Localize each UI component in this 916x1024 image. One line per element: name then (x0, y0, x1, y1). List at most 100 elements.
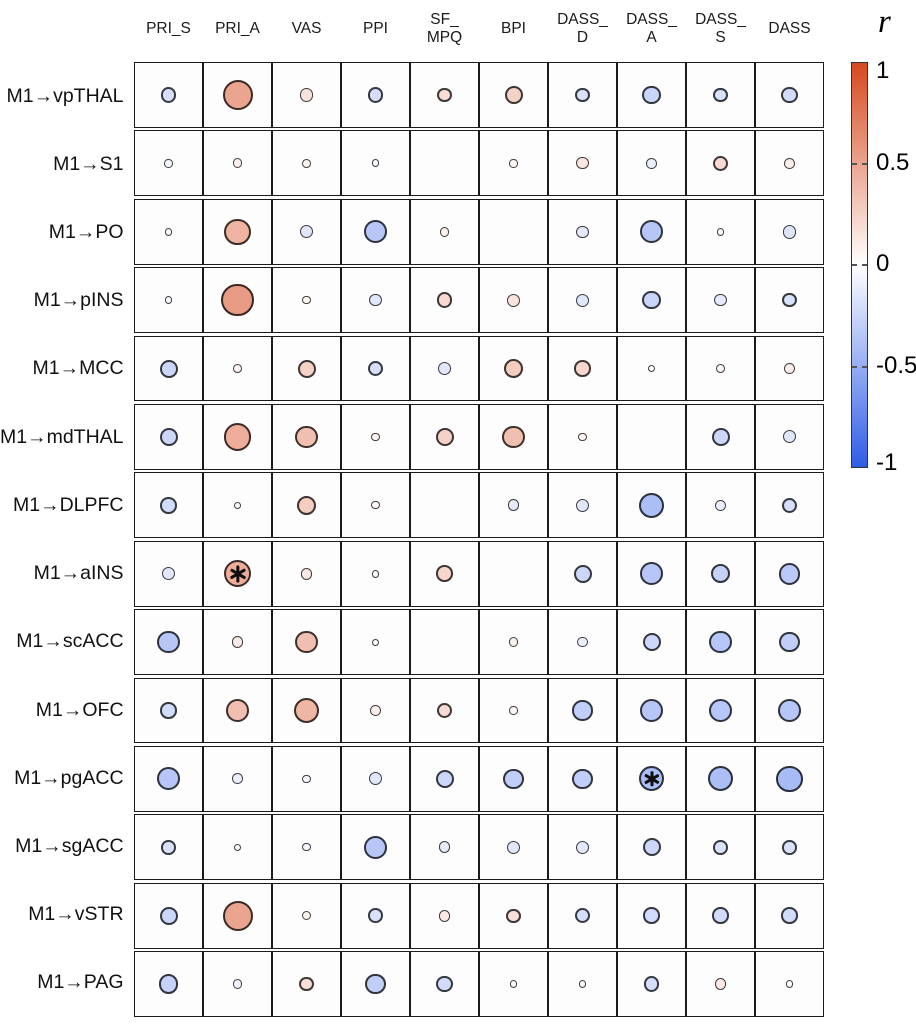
matrix-cell (548, 267, 617, 334)
matrix-cell (203, 951, 272, 1017)
correlation-circle (371, 569, 380, 578)
correlation-circle (776, 765, 803, 792)
matrix-cell (410, 198, 479, 265)
correlation-circle (575, 498, 590, 512)
correlation-circle (157, 767, 180, 791)
correlation-circle (233, 843, 242, 851)
matrix-cell (134, 403, 203, 470)
correlation-circle (647, 364, 656, 373)
correlation-circle (575, 293, 590, 307)
matrix-cell (686, 335, 755, 402)
matrix-cell (410, 951, 479, 1017)
matrix-cell (755, 814, 824, 881)
matrix-cell (203, 403, 272, 470)
matrix-cell (203, 267, 272, 334)
matrix-cell (548, 130, 617, 197)
matrix-cell (617, 745, 686, 812)
matrix-cell (134, 198, 203, 265)
correlation-circle (367, 360, 384, 377)
matrix-cell (272, 335, 341, 402)
row-label: M1→vpTHAL (6, 84, 124, 107)
correlation-circle (302, 295, 311, 305)
correlation-circle (714, 294, 727, 307)
matrix-cell (686, 677, 755, 744)
correlation-circle (295, 630, 318, 654)
matrix-cell (134, 472, 203, 539)
correlation-circle (437, 87, 452, 103)
correlation-circle (782, 224, 797, 239)
matrix-cell (686, 540, 755, 607)
matrix-cell (617, 609, 686, 676)
matrix-cell (479, 267, 548, 334)
matrix-cell (548, 882, 617, 949)
matrix-cell (755, 472, 824, 539)
column-header: BPI (501, 20, 526, 38)
matrix-cell (341, 609, 410, 676)
matrix-cell (134, 814, 203, 881)
row-label: M1→PAG (37, 971, 124, 994)
correlation-circle (784, 157, 795, 169)
correlation-circle (364, 835, 387, 859)
matrix-cell (410, 609, 479, 676)
matrix-cell (686, 198, 755, 265)
matrix-cell (548, 472, 617, 539)
matrix-cell (479, 62, 548, 128)
correlation-circle (364, 220, 387, 244)
correlation-circle (160, 702, 177, 719)
matrix-cell (410, 472, 479, 539)
matrix-cell (410, 882, 479, 949)
correlation-circle (437, 361, 452, 376)
correlation-circle (222, 900, 253, 931)
matrix-cell (341, 130, 410, 197)
matrix-cell (548, 951, 617, 1017)
correlation-matrix (134, 62, 824, 1017)
correlation-circle (372, 638, 379, 646)
matrix-cell (341, 335, 410, 402)
correlation-circle (232, 773, 243, 785)
matrix-cell (617, 882, 686, 949)
correlation-circle (575, 87, 590, 103)
correlation-circle (576, 225, 589, 238)
correlation-circle (503, 768, 524, 790)
matrix-cell (548, 814, 617, 881)
matrix-cell (272, 540, 341, 607)
correlation-circle (572, 700, 593, 721)
column-header: DASS_ S (695, 11, 746, 46)
correlation-circle (503, 358, 524, 379)
matrix-cell (686, 267, 755, 334)
correlation-circle (778, 699, 801, 722)
matrix-cell (548, 677, 617, 744)
correlation-circle (164, 227, 173, 236)
correlation-circle (572, 768, 593, 790)
matrix-cell (479, 609, 548, 676)
correlation-circle (293, 697, 320, 724)
matrix-cell (134, 882, 203, 949)
matrix-cell (479, 814, 548, 881)
matrix-cell (272, 677, 341, 744)
matrix-cell (410, 335, 479, 402)
correlation-circle (436, 975, 453, 993)
correlation-circle (367, 87, 384, 103)
matrix-cell (755, 609, 824, 676)
correlation-circle (714, 978, 727, 990)
colorbar-tick-dash (852, 365, 857, 368)
column-header: PRI_S (146, 20, 191, 38)
matrix-cell (134, 677, 203, 744)
correlation-circle (574, 907, 591, 924)
matrix-cell (272, 130, 341, 197)
matrix-cell (410, 267, 479, 334)
row-label: M1→S1 (53, 152, 124, 175)
matrix-cell (272, 609, 341, 676)
matrix-cell (203, 130, 272, 197)
correlation-circle (642, 85, 661, 105)
correlation-circle (158, 974, 179, 994)
correlation-circle (640, 562, 663, 586)
matrix-cell (341, 677, 410, 744)
matrix-cell (203, 745, 272, 812)
matrix-cell (272, 951, 341, 1017)
colorbar-tick-label: 1 (876, 56, 890, 84)
correlation-circle (716, 227, 725, 236)
colorbar-tick-dash (862, 365, 867, 368)
matrix-cell (410, 814, 479, 881)
